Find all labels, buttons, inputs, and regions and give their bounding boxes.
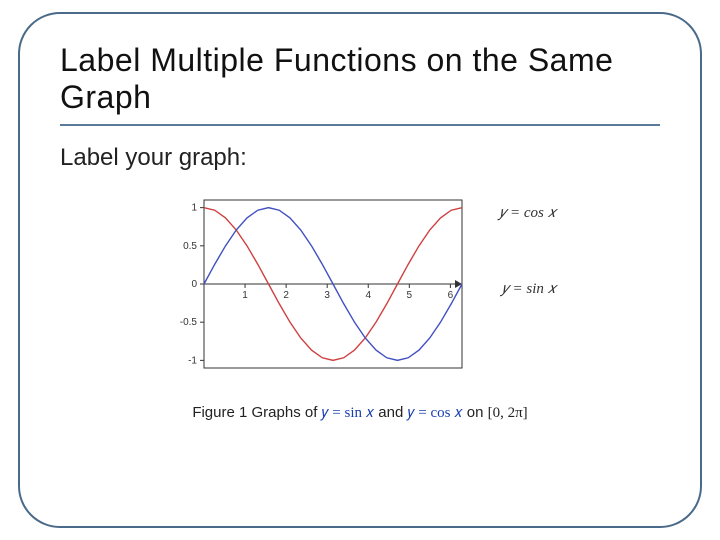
caption-prefix: Figure 1 Graphs of — [192, 404, 321, 421]
chart-svg: -1 -0.5 0 0.5 1 1 2 3 4 5 6 — [170, 192, 470, 382]
caption-eq1: 𝑦 = sin 𝑥 — [322, 405, 375, 421]
svg-text:0: 0 — [191, 279, 197, 290]
svg-text:1: 1 — [191, 202, 197, 213]
slide-frame: Label Multiple Functions on the Same Gra… — [18, 12, 702, 528]
label-cos: 𝑦 = cos 𝑥 — [499, 204, 556, 222]
svg-text:-0.5: -0.5 — [180, 317, 198, 328]
caption-mid1: and — [378, 404, 407, 421]
title-underline — [60, 124, 660, 126]
label-sin: 𝑦 = sin 𝑥 — [502, 280, 556, 298]
svg-text:5: 5 — [407, 290, 413, 301]
svg-text:0.5: 0.5 — [183, 240, 197, 251]
svg-text:1: 1 — [242, 290, 248, 301]
svg-text:6: 6 — [448, 290, 454, 301]
slide-subtitle: Label your graph: — [60, 144, 660, 172]
svg-text:3: 3 — [324, 290, 330, 301]
figure-caption: Figure 1 Graphs of 𝑦 = sin 𝑥 and 𝑦 = cos… — [60, 404, 660, 422]
graph-wrap: -1 -0.5 0 0.5 1 1 2 3 4 5 6 𝑦 = cos 𝑥 𝑦 = sin 𝑥 — [60, 192, 660, 382]
graph-box: -1-0.500.51123456 𝑦 = cos 𝑥 𝑦 = sin 𝑥 — [170, 192, 550, 382]
svg-text:4: 4 — [365, 290, 371, 301]
svg-text:2: 2 — [283, 290, 289, 301]
caption-mid2: on — [467, 404, 488, 421]
svg-text:-1: -1 — [188, 355, 197, 366]
slide-title: Label Multiple Functions on the Same Gra… — [60, 42, 660, 116]
caption-eq2: 𝑦 = cos 𝑥 — [408, 405, 463, 421]
caption-interval: [0, 2π] — [488, 405, 528, 421]
